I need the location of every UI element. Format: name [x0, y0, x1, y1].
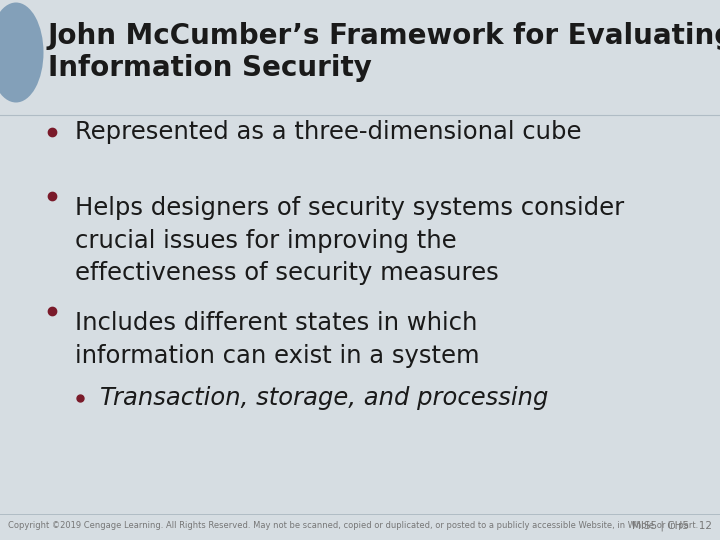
Text: John McCumber’s Framework for Evaluating: John McCumber’s Framework for Evaluating	[48, 22, 720, 50]
Text: Copyright ©2019 Cengage Learning. All Rights Reserved. May not be scanned, copie: Copyright ©2019 Cengage Learning. All Ri…	[8, 522, 698, 530]
Text: Transaction, storage, and processing: Transaction, storage, and processing	[100, 386, 549, 410]
Text: Includes different states in which
information can exist in a system: Includes different states in which infor…	[75, 311, 480, 368]
Ellipse shape	[0, 3, 43, 103]
Text: MIS5 | CH5   12: MIS5 | CH5 12	[632, 521, 712, 531]
Text: Information Security: Information Security	[48, 54, 372, 82]
Text: Represented as a three-dimensional cube: Represented as a three-dimensional cube	[75, 120, 582, 144]
Text: Helps designers of security systems consider
crucial issues for improving the
ef: Helps designers of security systems cons…	[75, 196, 624, 285]
